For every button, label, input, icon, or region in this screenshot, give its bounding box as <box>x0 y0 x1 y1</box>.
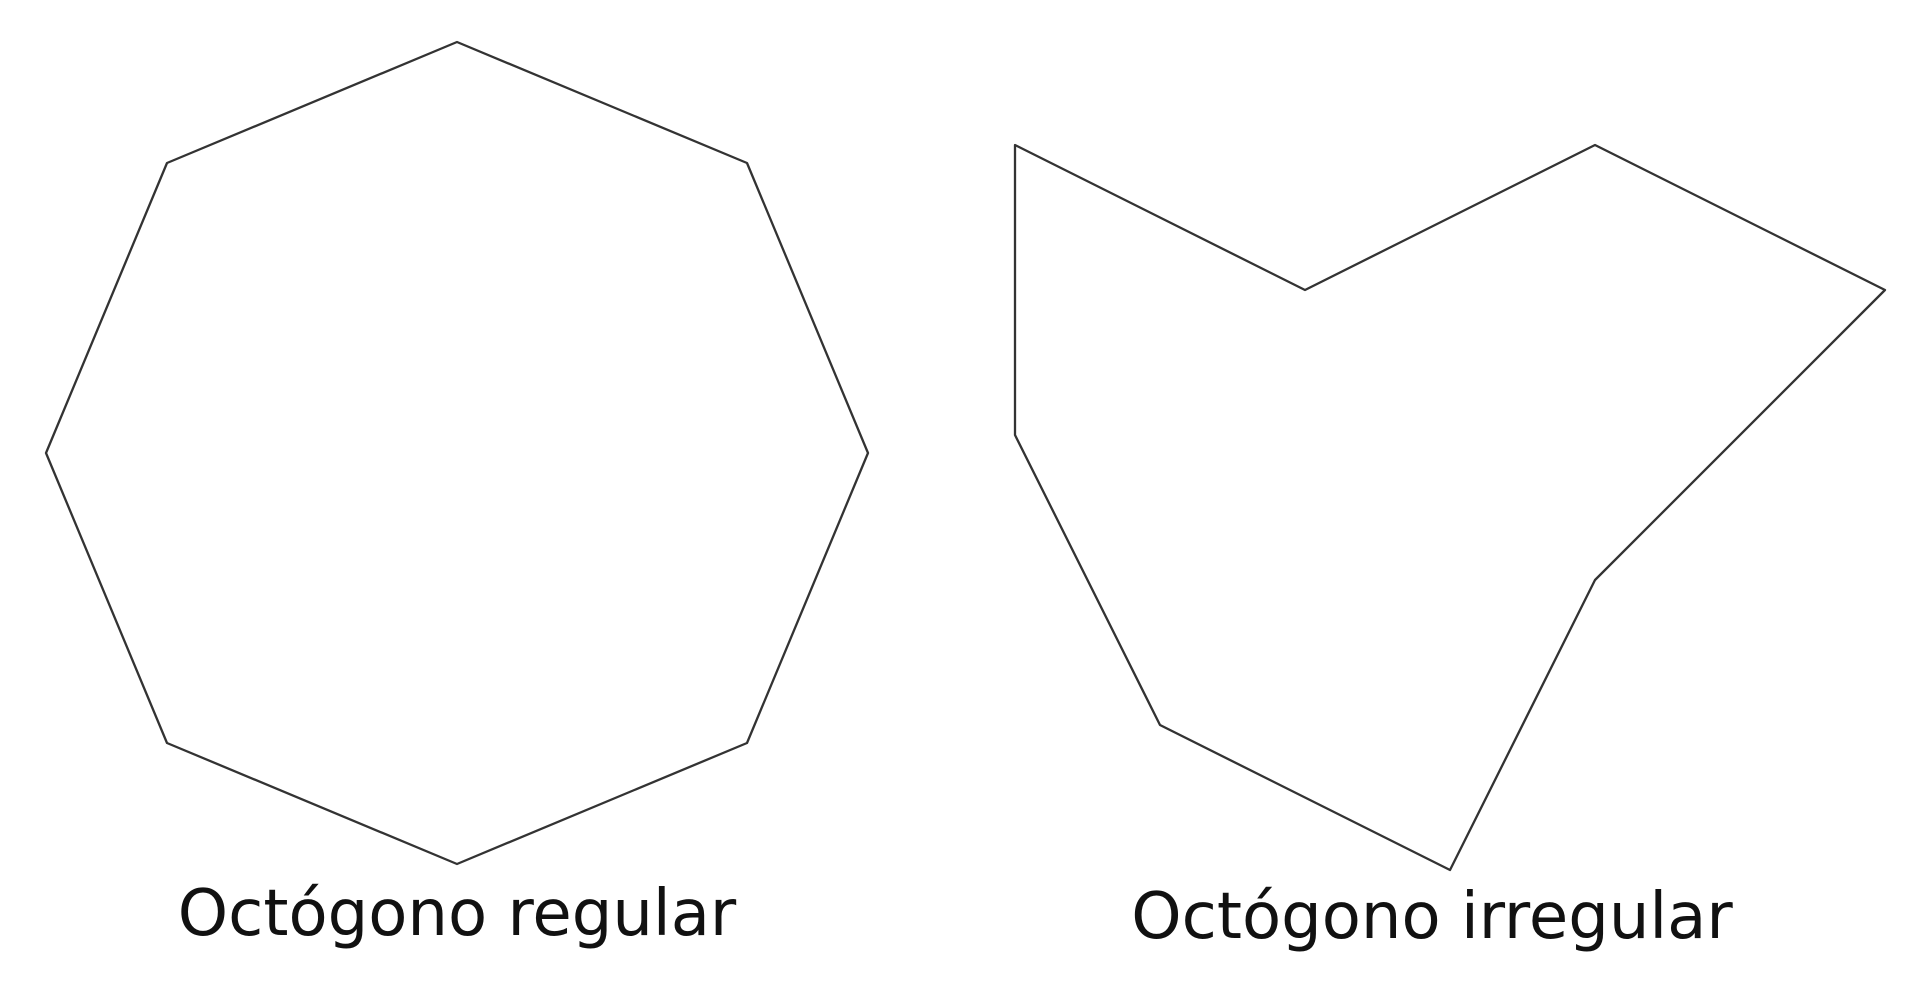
irregular-octagon-shape <box>1013 143 1887 872</box>
regular-octagon-caption: Octógono regular <box>177 877 737 951</box>
irregular-octagon-caption: Octógono irregular <box>1131 880 1733 954</box>
regular-octagon-shape <box>44 40 870 866</box>
